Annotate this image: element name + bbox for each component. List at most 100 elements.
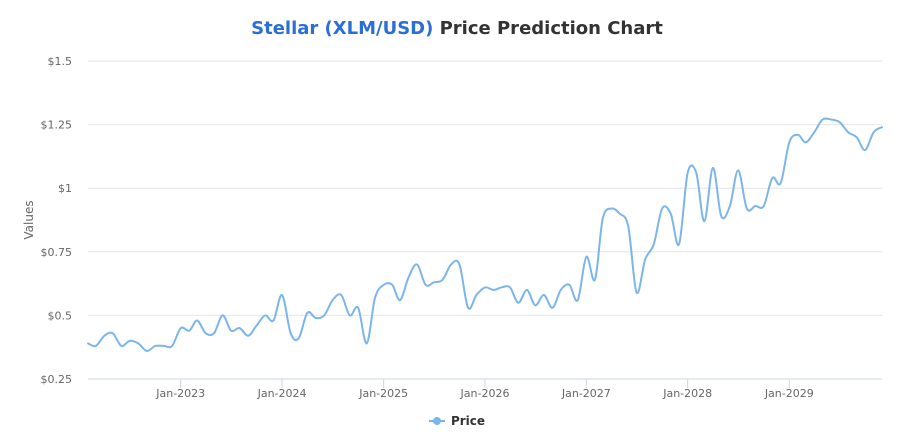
data-point[interactable] [144, 348, 150, 354]
data-point[interactable] [491, 287, 497, 293]
legend-item-price[interactable]: Price [428, 414, 485, 428]
data-point[interactable] [608, 206, 614, 212]
data-point[interactable] [575, 297, 581, 303]
data-point[interactable] [178, 325, 184, 331]
data-point[interactable] [879, 124, 885, 130]
data-point[interactable] [262, 312, 268, 318]
data-point[interactable] [820, 117, 826, 123]
data-point[interactable] [795, 132, 801, 138]
data-point[interactable] [727, 203, 733, 209]
data-point[interactable] [448, 262, 454, 268]
data-point[interactable] [372, 295, 378, 301]
data-point[interactable] [693, 170, 699, 176]
data-point[interactable] [431, 279, 437, 285]
y-tick-label: $0.25 [41, 373, 73, 386]
data-point[interactable] [482, 284, 488, 290]
data-point[interactable] [676, 241, 682, 247]
data-point[interactable] [871, 129, 877, 135]
data-point[interactable] [558, 287, 564, 293]
data-point[interactable] [93, 343, 99, 349]
y-axis-ticks: $0.25 $0.5 $0.75 $1 $1.25 $1.5 [41, 55, 73, 386]
data-point[interactable] [321, 312, 327, 318]
data-point[interactable] [110, 330, 116, 336]
data-point[interactable] [617, 211, 623, 217]
data-point[interactable] [101, 333, 107, 339]
data-point[interactable] [211, 330, 217, 336]
data-point[interactable] [414, 262, 420, 268]
x-tick-label: Jan-2024 [257, 387, 307, 400]
data-point[interactable] [347, 312, 353, 318]
data-point[interactable] [566, 282, 572, 288]
data-point[interactable] [701, 218, 707, 224]
data-point[interactable] [811, 129, 817, 135]
data-point[interactable] [85, 340, 91, 346]
data-point[interactable] [854, 134, 860, 140]
data-point[interactable] [161, 343, 167, 349]
data-point[interactable] [845, 129, 851, 135]
data-point[interactable] [600, 216, 606, 222]
data-point[interactable] [592, 277, 598, 283]
data-point[interactable] [718, 213, 724, 219]
data-point[interactable] [507, 284, 513, 290]
data-point[interactable] [194, 317, 200, 323]
data-point[interactable] [778, 180, 784, 186]
data-point[interactable] [423, 282, 429, 288]
data-point[interactable] [220, 312, 226, 318]
data-point[interactable] [338, 292, 344, 298]
data-point[interactable] [203, 330, 209, 336]
data-point[interactable] [397, 297, 403, 303]
data-point[interactable] [245, 333, 251, 339]
data-point[interactable] [685, 170, 691, 176]
data-point[interactable] [152, 343, 158, 349]
data-point[interactable] [828, 117, 834, 123]
data-point[interactable] [668, 211, 674, 217]
data-point[interactable] [389, 282, 395, 288]
data-point[interactable] [515, 300, 521, 306]
data-point[interactable] [752, 203, 758, 209]
data-point[interactable] [744, 206, 750, 212]
data-point[interactable] [118, 343, 124, 349]
data-point[interactable] [659, 206, 665, 212]
data-point[interactable] [381, 282, 387, 288]
data-point[interactable] [355, 305, 361, 311]
data-point[interactable] [440, 277, 446, 283]
data-point[interactable] [651, 241, 657, 247]
data-point[interactable] [228, 328, 234, 334]
data-point[interactable] [524, 287, 530, 293]
data-point[interactable] [186, 328, 192, 334]
data-point[interactable] [296, 335, 302, 341]
data-point[interactable] [498, 284, 504, 290]
data-point[interactable] [583, 254, 589, 260]
data-point[interactable] [279, 292, 285, 298]
data-point[interactable] [735, 167, 741, 173]
data-point[interactable] [270, 317, 276, 323]
data-point[interactable] [837, 119, 843, 125]
data-point[interactable] [406, 274, 412, 280]
data-point[interactable] [465, 305, 471, 311]
data-point[interactable] [473, 292, 479, 298]
data-point[interactable] [761, 203, 767, 209]
data-point[interactable] [330, 297, 336, 303]
data-point[interactable] [786, 139, 792, 145]
data-point[interactable] [254, 323, 260, 329]
data-point[interactable] [364, 340, 370, 346]
data-point[interactable] [769, 175, 775, 181]
data-point[interactable] [532, 302, 538, 308]
data-point[interactable] [642, 256, 648, 262]
data-point[interactable] [541, 292, 547, 298]
data-point[interactable] [304, 310, 310, 316]
data-point[interactable] [135, 340, 141, 346]
data-point[interactable] [456, 262, 462, 268]
data-point[interactable] [803, 139, 809, 145]
data-point[interactable] [237, 325, 243, 331]
data-point[interactable] [169, 343, 175, 349]
data-point[interactable] [313, 315, 319, 321]
data-point[interactable] [288, 330, 294, 336]
data-point[interactable] [625, 223, 631, 229]
data-point[interactable] [127, 338, 133, 344]
data-point[interactable] [634, 290, 640, 296]
data-point[interactable] [549, 305, 555, 311]
series-line-price[interactable] [87, 117, 883, 353]
data-point[interactable] [862, 147, 868, 153]
data-point[interactable] [710, 165, 716, 171]
